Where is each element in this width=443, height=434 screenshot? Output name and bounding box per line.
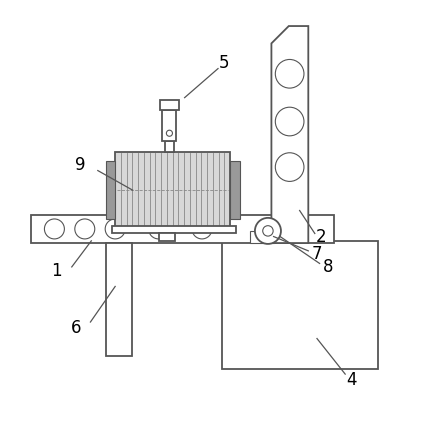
Circle shape [263,226,273,236]
Circle shape [275,59,304,88]
Bar [222,241,378,369]
Bar [106,243,132,356]
Circle shape [75,219,95,239]
Text: 7: 7 [312,245,322,263]
Text: 6: 6 [71,319,82,337]
Text: 8: 8 [323,258,333,276]
Text: 4: 4 [346,371,357,389]
Circle shape [105,219,125,239]
Text: 5: 5 [218,54,229,72]
Text: 9: 9 [75,156,85,174]
Bar [105,161,115,219]
Text: 1: 1 [51,262,62,280]
Bar [160,100,179,110]
Circle shape [255,218,281,244]
Bar [115,152,230,228]
Text: 2: 2 [316,227,326,246]
Bar [159,233,175,241]
Bar [31,215,334,243]
Circle shape [167,130,172,136]
Circle shape [148,219,168,239]
Bar [250,231,274,243]
Bar [165,141,174,152]
Bar [230,161,240,219]
Polygon shape [272,26,308,243]
Circle shape [275,107,304,136]
Bar [163,110,176,141]
Circle shape [192,219,212,239]
Circle shape [275,153,304,181]
Circle shape [44,219,64,239]
Bar [112,226,236,233]
